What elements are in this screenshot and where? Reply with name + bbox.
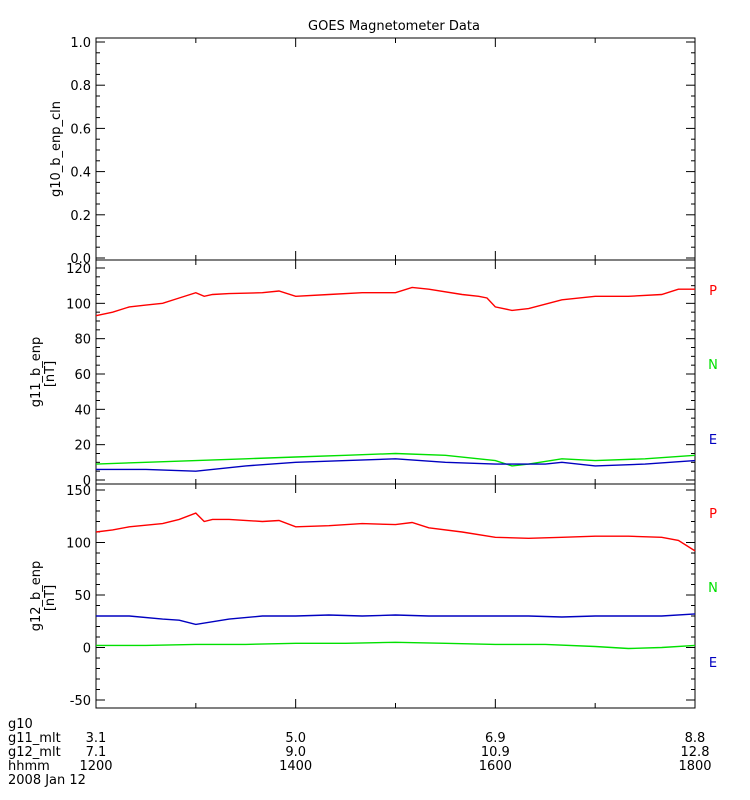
y-tick-label: 1.0 <box>70 36 91 51</box>
y-tick-label: 80 <box>74 333 91 348</box>
panels-group: 0.0 0.2 0.4 0.6 0.8 1.0 g10_b_enp_cln 0 20 40 60 80… <box>29 36 718 709</box>
y-tick-label: 20 <box>74 439 91 454</box>
legend-label-p: P <box>709 284 717 299</box>
x-row-value: 1200 <box>79 759 112 774</box>
series-line-n <box>96 641 696 650</box>
x-row-label: g11_mlt <box>8 731 61 746</box>
x-row-value: 7.1 <box>86 745 107 760</box>
y-tick-label: 150 <box>66 484 91 499</box>
legend-label-n: N <box>708 581 718 596</box>
x-row-value: 1400 <box>279 759 312 774</box>
y-tick-label: 50 <box>74 589 91 604</box>
panel-2: 0 20 40 60 80 100 120 g11_b_enp [nT] P N E <box>29 259 718 489</box>
y-tick-label: 0.6 <box>70 122 91 137</box>
x-row-value: 10.9 <box>481 745 510 760</box>
x-row-label: g12_mlt <box>8 745 61 760</box>
x-row-value: 1800 <box>678 759 711 774</box>
x-row-value: 5.0 <box>285 731 306 746</box>
legend-label-p: P <box>709 507 717 522</box>
panel-frame <box>95 37 696 261</box>
x-row-value: 8.8 <box>685 731 706 746</box>
x-row-label: hhmm <box>8 759 50 774</box>
y-tick-label: 0.2 <box>70 209 91 224</box>
x-row-label: 2008 Jan 12 <box>8 773 86 788</box>
y-tick-label: 100 <box>66 537 91 552</box>
x-row-value: 3.1 <box>86 731 107 746</box>
series-line-e <box>96 458 696 472</box>
y-axis-label: g11_b_enp <box>29 337 44 408</box>
x-row-label: g10 <box>8 717 33 732</box>
panel-1: 0.0 0.2 0.4 0.6 0.8 1.0 g10_b_enp_cln <box>49 36 696 267</box>
x-row-value: 1600 <box>479 759 512 774</box>
x-row-value: 6.9 <box>485 731 506 746</box>
y-tick-label: 0.8 <box>70 79 91 94</box>
series-line-p <box>95 286 695 317</box>
y-axis-label: g12_b_enp <box>29 561 44 632</box>
y-axis-unit: [nT] <box>43 585 58 611</box>
y-tick-label: 40 <box>74 403 91 418</box>
x-row-value: 12.8 <box>681 745 710 760</box>
legend-label-e: E <box>709 656 717 671</box>
y-tick-label: 0 <box>83 642 91 657</box>
y-tick-label: 0.0 <box>70 252 91 267</box>
y-tick-label: -50 <box>70 694 91 709</box>
plot-title: GOES Magnetometer Data <box>308 19 480 34</box>
x-row-value: 9.0 <box>285 745 306 760</box>
y-axis-unit: [nT] <box>43 361 58 387</box>
series-line-e <box>96 613 696 626</box>
y-tick-label: 100 <box>66 297 91 312</box>
y-tick-label: 0.4 <box>70 166 91 181</box>
y-tick-label: 60 <box>74 368 91 383</box>
legend-label-e: E <box>709 433 717 448</box>
panel-frame <box>95 259 696 485</box>
y-tick-label: 120 <box>66 262 91 277</box>
series-line-n <box>95 452 696 467</box>
y-axis-label: g10_b_enp_cln <box>49 101 64 197</box>
y-tick-label: 0 <box>83 474 91 489</box>
legend-label-n: N <box>708 358 718 373</box>
series-line-p <box>95 512 696 552</box>
panel-3: -50 0 50 100 150 g12_b_enp [nT] P N E <box>29 483 718 709</box>
